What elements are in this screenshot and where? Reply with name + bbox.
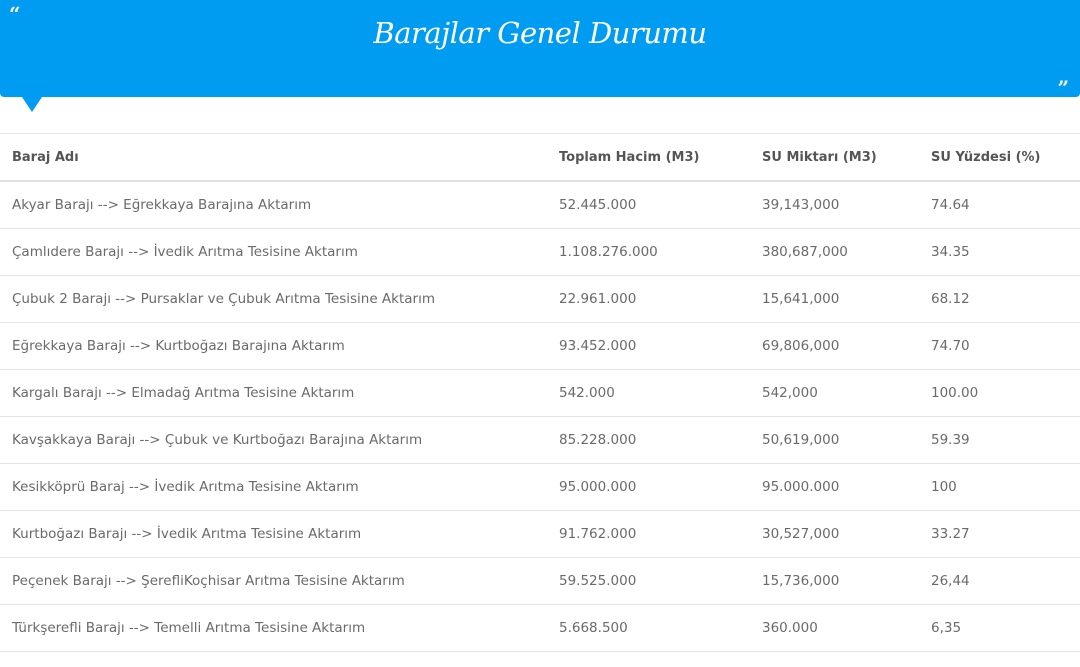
water-percent-cell: 33.27 [931,510,1080,558]
water-percent-cell: 6,35 [931,604,1080,652]
dam-name-cell: Kargalı Barajı --> Elmadağ Arıtma Tesisi… [0,369,559,417]
table-row: Peçenek Barajı --> ŞerefliKoçhisar Arıtm… [0,557,1080,605]
dams-table: Baraj Adı Toplam Hacim (M3) SU Miktarı (… [0,133,1080,652]
dam-name-cell: Kesikköprü Baraj --> İvedik Arıtma Tesis… [0,463,559,511]
water-amount-cell: 542,000 [762,369,931,417]
table-row: Eğrekkaya Barajı --> Kurtboğazı Barajına… [0,322,1080,370]
total-volume-cell: 91.762.000 [559,510,762,558]
total-volume-cell: 93.452.000 [559,322,762,370]
table-row: Kavşakkaya Barajı --> Çubuk ve Kurtboğaz… [0,416,1080,464]
total-volume-cell: 59.525.000 [559,557,762,605]
table-row: Akyar Barajı --> Eğrekkaya Barajına Akta… [0,181,1080,229]
water-amount-cell: 95.000.000 [762,463,931,511]
water-percent-cell: 100 [931,463,1080,511]
dam-name-cell: Kavşakkaya Barajı --> Çubuk ve Kurtboğaz… [0,416,559,464]
total-volume-cell: 52.445.000 [559,181,762,229]
total-volume-cell: 95.000.000 [559,463,762,511]
dam-name-cell: Peçenek Barajı --> ŞerefliKoçhisar Arıtm… [0,557,559,605]
water-percent-cell: 100.00 [931,369,1080,417]
water-percent-cell: 34.35 [931,228,1080,276]
water-amount-cell: 360.000 [762,604,931,652]
table-row: Kargalı Barajı --> Elmadağ Arıtma Tesisi… [0,369,1080,417]
total-volume-cell: 1.108.276.000 [559,228,762,276]
water-percent-cell: 59.39 [931,416,1080,464]
table-row: Kurtboğazı Barajı --> İvedik Arıtma Tesi… [0,510,1080,558]
table-row: Çubuk 2 Barajı --> Pursaklar ve Çubuk Ar… [0,275,1080,323]
total-volume-cell: 542.000 [559,369,762,417]
table-header-row: Baraj Adı Toplam Hacim (M3) SU Miktarı (… [0,133,1080,182]
water-amount-cell: 15,736,000 [762,557,931,605]
water-amount-cell: 69,806,000 [762,322,931,370]
title-banner: “ Barajlar Genel Durumu ” [0,0,1080,100]
water-amount-cell: 39,143,000 [762,181,931,229]
close-quote-icon: ” [1057,76,1069,100]
water-amount-cell: 30,527,000 [762,510,931,558]
dam-name-cell: Kurtboğazı Barajı --> İvedik Arıtma Tesi… [0,510,559,558]
column-header-total-volume: Toplam Hacim (M3) [559,133,762,182]
dam-name-cell: Çubuk 2 Barajı --> Pursaklar ve Çubuk Ar… [0,275,559,323]
column-header-water-amount: SU Miktarı (M3) [762,133,931,182]
total-volume-cell: 22.961.000 [559,275,762,323]
total-volume-cell: 85.228.000 [559,416,762,464]
column-header-dam-name: Baraj Adı [0,133,559,182]
water-amount-cell: 15,641,000 [762,275,931,323]
open-quote-icon: “ [9,2,21,26]
water-percent-cell: 68.12 [931,275,1080,323]
dam-name-cell: Çamlıdere Barajı --> İvedik Arıtma Tesis… [0,228,559,276]
water-percent-cell: 74.70 [931,322,1080,370]
dam-name-cell: Türkşerefli Barajı --> Temelli Arıtma Te… [0,604,559,652]
water-percent-cell: 74.64 [931,181,1080,229]
page-title: Barajlar Genel Durumu [373,16,707,50]
water-amount-cell: 50,619,000 [762,416,931,464]
total-volume-cell: 5.668.500 [559,604,762,652]
water-percent-cell: 26,44 [931,557,1080,605]
dam-name-cell: Eğrekkaya Barajı --> Kurtboğazı Barajına… [0,322,559,370]
table-row: Türkşerefli Barajı --> Temelli Arıtma Te… [0,604,1080,652]
dam-name-cell: Akyar Barajı --> Eğrekkaya Barajına Akta… [0,181,559,229]
table-row: Kesikköprü Baraj --> İvedik Arıtma Tesis… [0,463,1080,511]
column-header-water-percent: SU Yüzdesi (%) [931,133,1080,182]
water-amount-cell: 380,687,000 [762,228,931,276]
banner-pointer [22,97,42,112]
table-row: Çamlıdere Barajı --> İvedik Arıtma Tesis… [0,228,1080,276]
